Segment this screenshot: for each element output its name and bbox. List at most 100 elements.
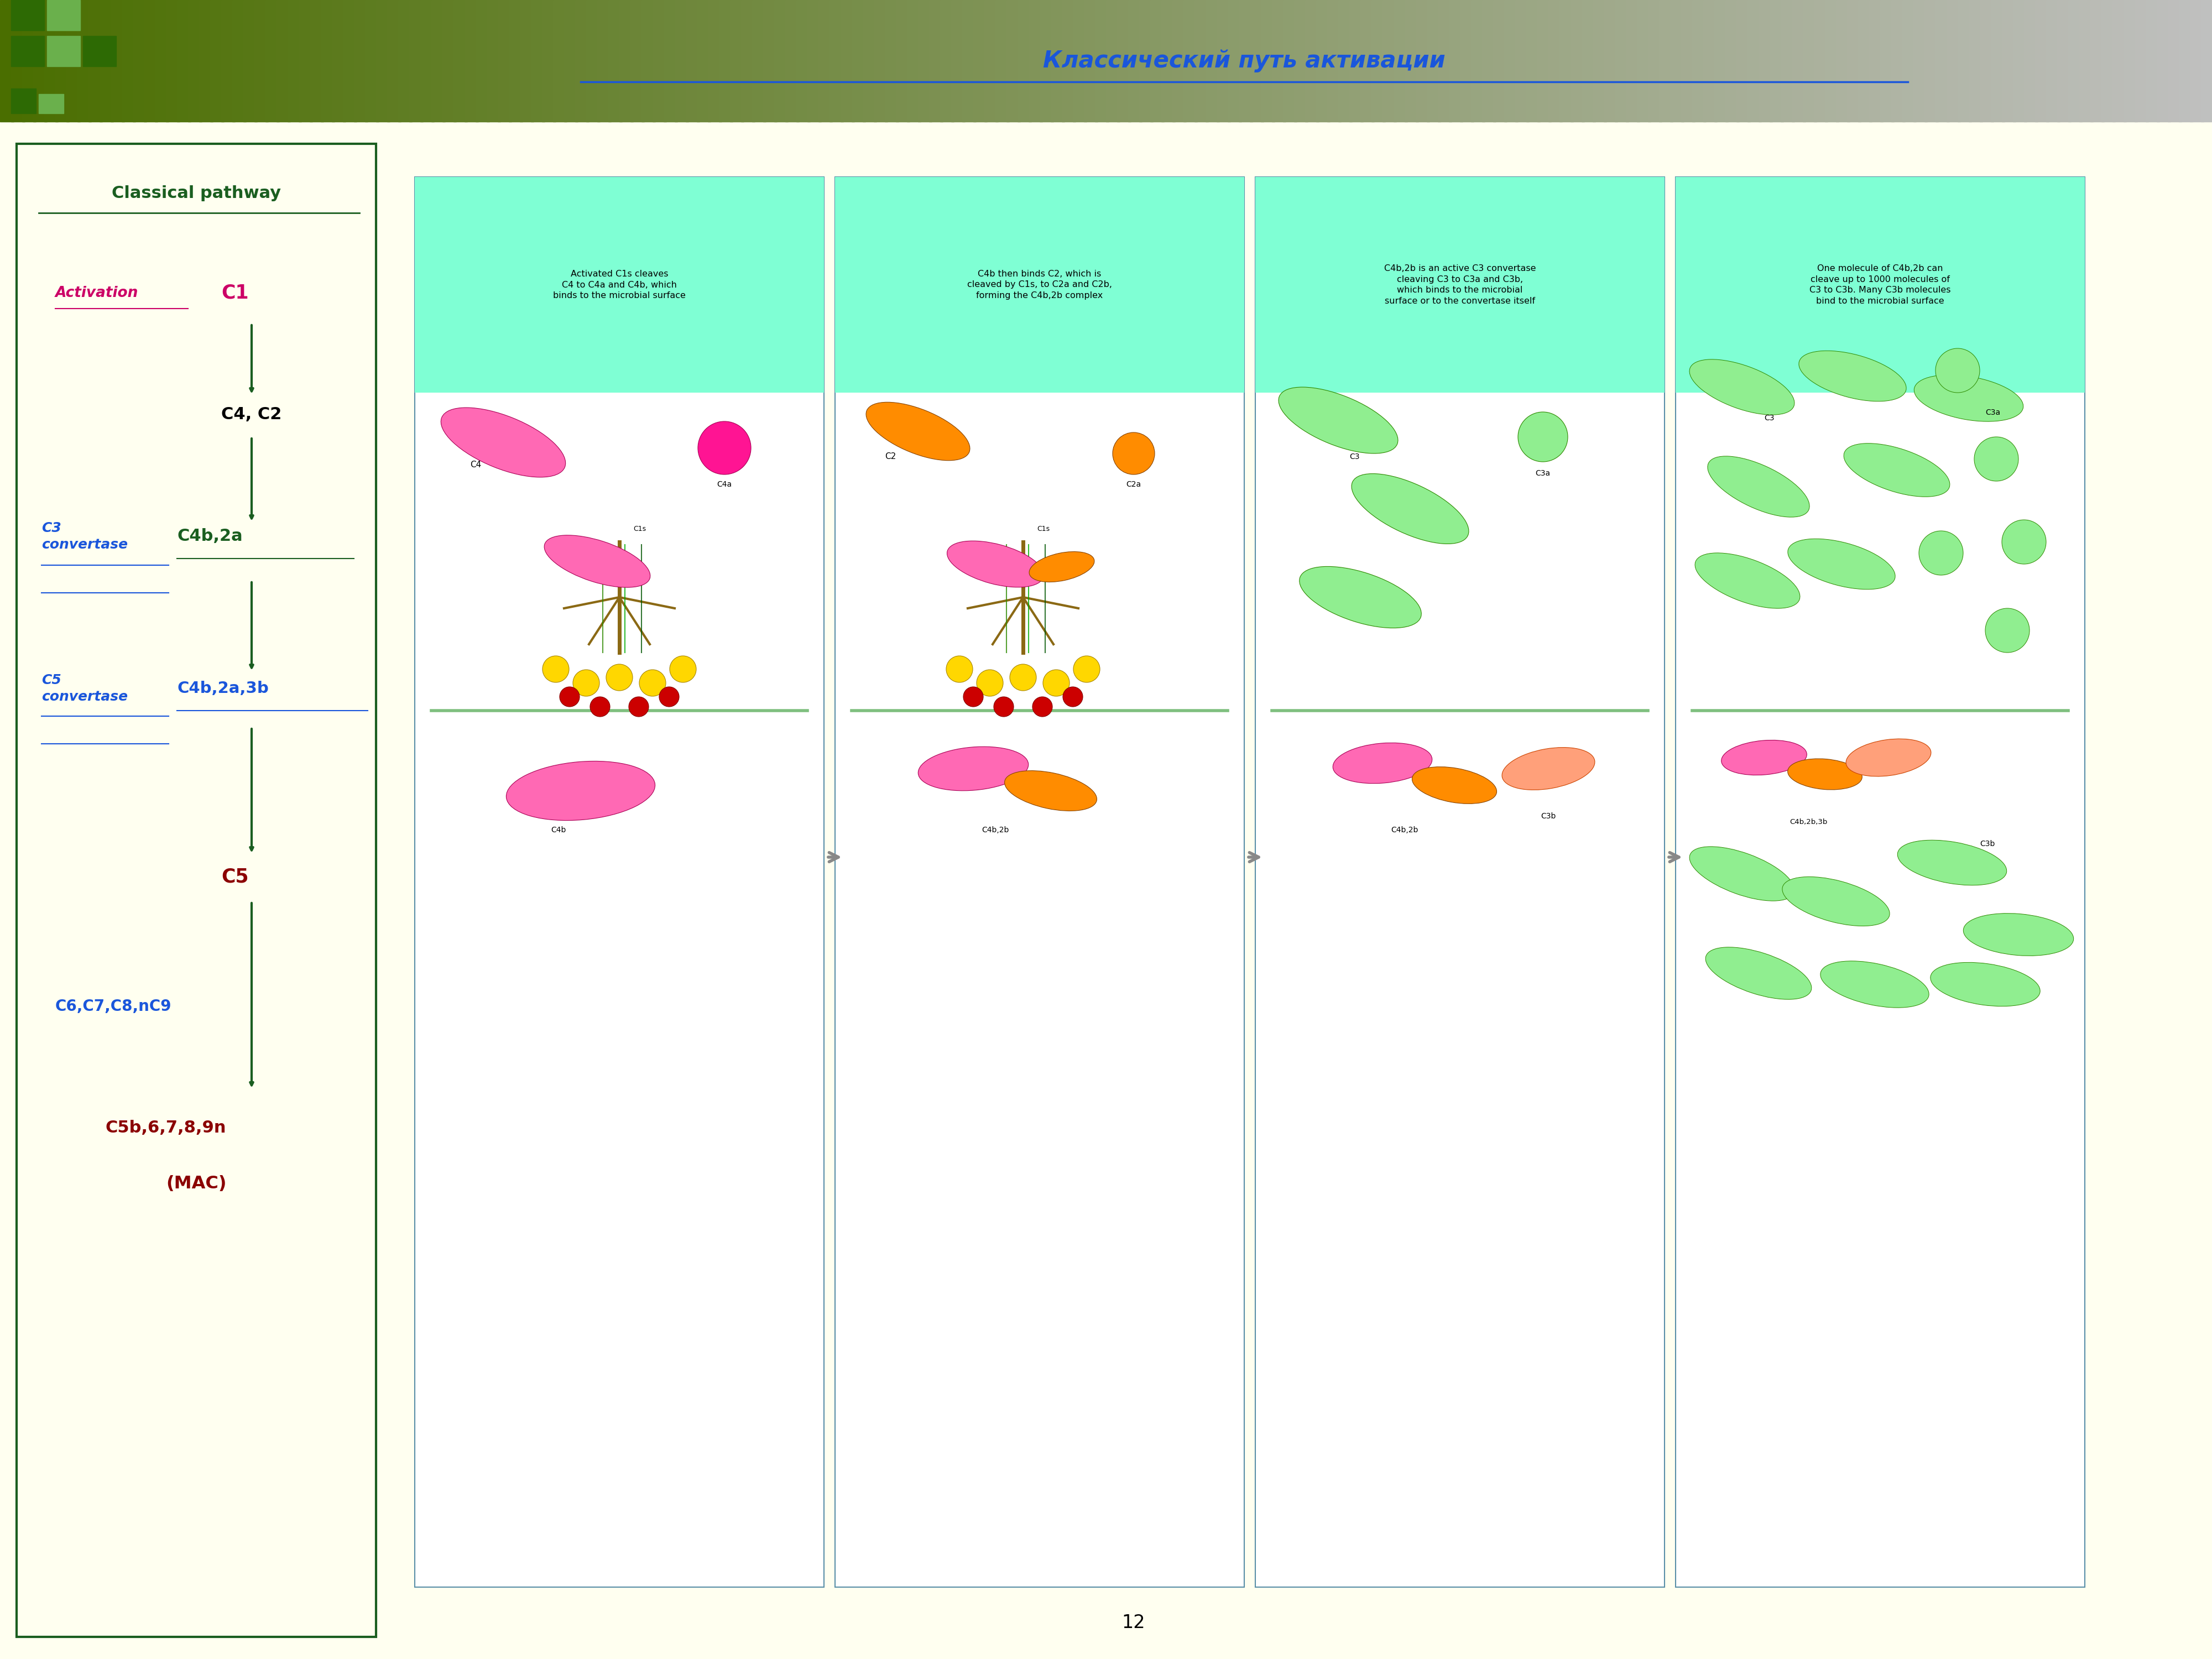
Bar <box>1194 0 1208 121</box>
Ellipse shape <box>1062 687 1082 707</box>
Text: C4b,2a,3b: C4b,2a,3b <box>177 680 268 697</box>
Bar <box>1936 0 1949 121</box>
Bar <box>1504 0 1517 121</box>
Bar <box>841 0 854 121</box>
Ellipse shape <box>1044 670 1071 697</box>
Bar <box>398 0 411 121</box>
Bar <box>752 0 765 121</box>
Ellipse shape <box>560 687 580 707</box>
Bar <box>1648 0 1661 121</box>
Bar <box>719 0 732 121</box>
Bar <box>1902 0 1916 121</box>
Bar <box>730 0 743 121</box>
Text: C4b,2b is an active C3 convertase
cleaving C3 to C3a and C3b,
which binds to the: C4b,2b is an active C3 convertase cleavi… <box>1385 264 1535 305</box>
Bar <box>1526 0 1540 121</box>
Bar <box>597 0 611 121</box>
Bar <box>310 0 323 121</box>
Ellipse shape <box>1690 360 1794 415</box>
Bar <box>1913 0 1927 121</box>
Bar <box>1471 0 1484 121</box>
Ellipse shape <box>639 670 666 697</box>
Bar <box>1106 0 1119 121</box>
Bar <box>487 0 500 121</box>
Bar <box>1582 0 1595 121</box>
Ellipse shape <box>591 697 611 717</box>
Bar <box>2101 0 2115 121</box>
Bar <box>708 0 721 121</box>
Text: C4b,2b,3b: C4b,2b,3b <box>1790 818 1827 826</box>
Bar <box>442 0 456 121</box>
Bar <box>1239 0 1252 121</box>
Bar <box>763 0 776 121</box>
Bar <box>1781 0 1794 121</box>
Bar <box>774 0 787 121</box>
Bar <box>1128 0 1141 121</box>
Ellipse shape <box>1705 947 1812 999</box>
Bar <box>542 0 555 121</box>
FancyBboxPatch shape <box>836 178 1243 393</box>
Ellipse shape <box>1334 743 1431 783</box>
Bar <box>1714 0 1728 121</box>
Bar <box>1725 0 1739 121</box>
Bar <box>33 0 46 121</box>
Bar <box>675 0 688 121</box>
Bar <box>2024 0 2037 121</box>
Text: C3: C3 <box>1349 453 1360 461</box>
Ellipse shape <box>1517 411 1568 461</box>
Bar <box>1062 0 1075 121</box>
Bar <box>11 36 44 66</box>
Text: C4b,2a: C4b,2a <box>177 528 243 544</box>
Bar <box>1305 0 1318 121</box>
Bar <box>44 0 58 121</box>
Ellipse shape <box>1920 531 1964 576</box>
Bar <box>88 0 102 121</box>
Bar <box>807 0 821 121</box>
Ellipse shape <box>1298 566 1422 629</box>
Bar <box>100 0 113 121</box>
Bar <box>1692 0 1705 121</box>
Bar <box>1548 0 1562 121</box>
Bar <box>1991 0 2004 121</box>
Bar <box>0 0 13 121</box>
Ellipse shape <box>1964 914 2073 956</box>
Bar <box>1327 0 1340 121</box>
Bar <box>11 0 44 30</box>
Bar <box>1593 0 1606 121</box>
Bar <box>1051 0 1064 121</box>
Bar <box>686 0 699 121</box>
Ellipse shape <box>1029 552 1095 582</box>
Bar <box>553 0 566 121</box>
Bar <box>1736 0 1750 121</box>
Bar <box>1006 0 1020 121</box>
Bar <box>575 0 588 121</box>
Bar <box>2046 0 2059 121</box>
Bar <box>232 0 246 121</box>
Bar <box>1958 0 1971 121</box>
Bar <box>46 36 80 66</box>
Bar <box>962 0 975 121</box>
Bar <box>1416 0 1429 121</box>
Text: Activated C1s cleaves
C4 to C4a and C4b, which
binds to the microbial surface: Activated C1s cleaves C4 to C4a and C4b,… <box>553 270 686 300</box>
Bar <box>664 0 677 121</box>
Bar <box>1460 0 1473 121</box>
FancyBboxPatch shape <box>1677 178 2086 393</box>
Bar <box>608 0 622 121</box>
Text: C4: C4 <box>469 461 482 469</box>
Bar <box>995 0 1009 121</box>
Ellipse shape <box>1113 433 1155 474</box>
Bar <box>863 0 876 121</box>
Ellipse shape <box>964 687 984 707</box>
Bar <box>11 88 35 113</box>
Bar <box>885 0 898 121</box>
Ellipse shape <box>1004 771 1097 811</box>
Bar <box>1029 0 1042 121</box>
FancyBboxPatch shape <box>18 144 376 1637</box>
Bar <box>1515 0 1528 121</box>
Bar <box>2035 0 2048 121</box>
Bar <box>243 0 257 121</box>
Bar <box>2057 0 2070 121</box>
Bar <box>2124 0 2137 121</box>
FancyBboxPatch shape <box>416 178 823 393</box>
Bar <box>1040 0 1053 121</box>
Bar <box>586 0 599 121</box>
